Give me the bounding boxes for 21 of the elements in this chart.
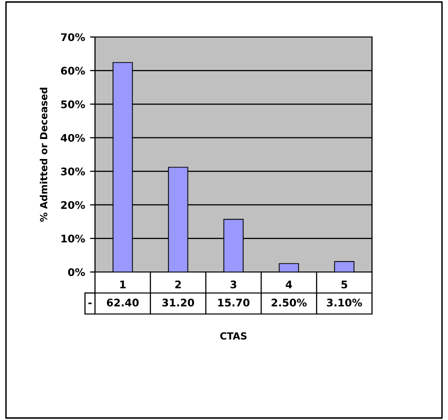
y-tick-label: 20% bbox=[61, 201, 85, 209]
x-tick-label: 2 bbox=[175, 280, 181, 288]
data-label: 31.20 bbox=[162, 298, 194, 307]
data-label: 2.50% bbox=[272, 298, 307, 307]
y-tick-label: 0% bbox=[68, 268, 85, 276]
data-label: 62.40 bbox=[106, 298, 139, 307]
x-tick-label: 3 bbox=[230, 280, 236, 288]
x-tick-label: 1 bbox=[120, 280, 126, 288]
y-axis-title: % Admitted or Deceased bbox=[40, 88, 48, 222]
x-axis-title: CTAS bbox=[220, 332, 247, 340]
y-tick-label: 60% bbox=[60, 66, 85, 75]
data-label: 3.10% bbox=[326, 298, 362, 307]
y-tick-label: 40% bbox=[60, 134, 85, 142]
y-tick-label: 70% bbox=[61, 33, 85, 42]
y-tick-label: 10% bbox=[62, 234, 85, 243]
y-tick-label: 30% bbox=[61, 168, 85, 176]
x-tick-label: 4 bbox=[286, 280, 292, 288]
data-label: 15.70 bbox=[218, 298, 250, 307]
y-tick-label: 50% bbox=[61, 100, 85, 108]
x-tick-label: 5 bbox=[341, 280, 348, 288]
text: - bbox=[88, 302, 92, 304]
